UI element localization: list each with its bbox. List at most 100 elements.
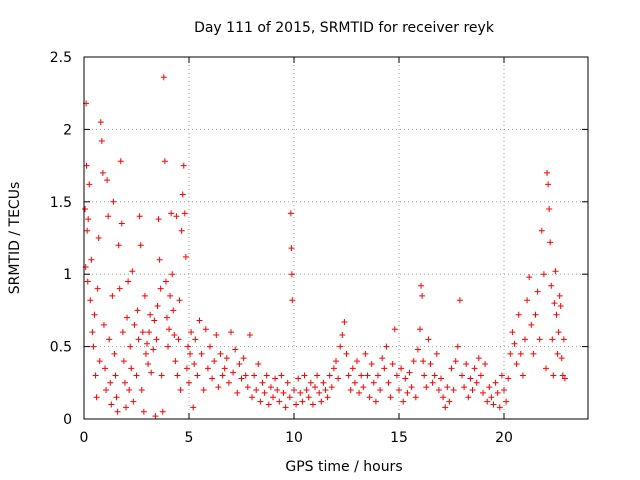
data-point xyxy=(349,365,356,372)
data-point xyxy=(110,198,117,205)
data-point xyxy=(448,365,455,372)
x-tick-label: 10 xyxy=(285,430,303,446)
data-point xyxy=(377,387,384,394)
data-point xyxy=(162,278,169,285)
y-tick-label: 1 xyxy=(63,267,72,283)
data-point xyxy=(524,297,531,304)
data-point xyxy=(383,343,390,350)
data-point xyxy=(551,300,558,307)
data-point xyxy=(84,278,91,285)
plot-frame xyxy=(83,56,589,420)
y-tick-label: 1.5 xyxy=(50,195,72,211)
data-point xyxy=(202,326,209,333)
data-point xyxy=(368,360,375,367)
data-point xyxy=(200,387,207,394)
data-point xyxy=(257,398,264,405)
data-point xyxy=(412,394,419,401)
data-point xyxy=(151,317,158,324)
data-point xyxy=(419,292,426,299)
data-point xyxy=(555,329,562,336)
data-point xyxy=(267,384,274,391)
data-point xyxy=(526,274,533,281)
data-point xyxy=(312,384,318,391)
grid-lines xyxy=(84,57,588,419)
data-point xyxy=(178,227,185,234)
data-point xyxy=(544,169,551,176)
data-point xyxy=(471,365,478,372)
x-tick-label: 5 xyxy=(185,430,194,446)
data-point xyxy=(522,336,528,343)
data-point xyxy=(91,311,98,318)
data-point xyxy=(517,350,524,357)
data-point xyxy=(182,253,189,260)
data-point xyxy=(121,379,128,386)
data-point xyxy=(366,394,373,401)
data-point xyxy=(119,329,126,336)
data-point xyxy=(176,297,183,304)
data-point xyxy=(127,343,134,350)
data-point xyxy=(477,372,484,379)
data-point xyxy=(467,375,474,382)
data-point xyxy=(180,162,187,169)
data-point xyxy=(490,401,497,408)
data-point xyxy=(251,372,258,379)
data-point xyxy=(234,389,241,396)
data-point xyxy=(209,375,216,382)
data-point xyxy=(375,372,381,379)
data-point xyxy=(364,372,371,379)
data-point xyxy=(379,355,386,362)
data-point xyxy=(207,343,213,350)
axis-ticks: 0 5 10 15 20 0 0.5 1 1.5 2 2.5 xyxy=(50,50,588,446)
data-point xyxy=(120,358,127,365)
data-point xyxy=(330,365,337,372)
data-point xyxy=(124,314,131,321)
data-point xyxy=(139,329,146,336)
data-point xyxy=(244,384,251,391)
data-point xyxy=(305,394,312,401)
data-point xyxy=(475,355,482,362)
x-tick-label: 0 xyxy=(80,430,89,446)
data-point xyxy=(249,394,255,401)
data-point xyxy=(270,394,276,401)
data-point xyxy=(125,278,132,285)
data-point xyxy=(507,350,514,357)
data-point xyxy=(116,285,123,292)
data-point xyxy=(276,398,283,405)
data-point xyxy=(169,271,176,278)
data-point xyxy=(404,389,411,396)
data-point xyxy=(402,375,409,382)
data-point xyxy=(454,343,461,350)
data-point xyxy=(452,358,459,365)
data-point xyxy=(503,398,510,405)
data-point xyxy=(144,340,150,347)
data-point xyxy=(109,292,116,299)
data-point xyxy=(106,336,113,343)
data-point xyxy=(427,360,434,367)
data-point xyxy=(141,292,148,299)
data-point xyxy=(93,394,100,401)
data-point xyxy=(173,213,180,220)
data-point xyxy=(130,398,137,405)
data-point xyxy=(133,372,140,379)
data-point xyxy=(519,372,526,379)
data-point xyxy=(165,343,171,350)
data-point xyxy=(288,245,295,252)
data-point xyxy=(168,210,175,217)
data-point xyxy=(213,332,220,339)
data-point xyxy=(438,375,444,382)
data-point xyxy=(190,404,197,411)
data-point xyxy=(314,372,321,379)
data-point xyxy=(492,379,499,386)
data-point xyxy=(540,271,547,278)
y-tick-label: 2.5 xyxy=(50,50,72,66)
data-point xyxy=(420,358,427,365)
data-point xyxy=(221,365,228,372)
data-point xyxy=(459,372,465,379)
data-point xyxy=(113,394,120,401)
data-point xyxy=(161,158,168,165)
data-point xyxy=(496,404,503,411)
data-point xyxy=(543,365,549,372)
data-point xyxy=(473,379,480,386)
data-point xyxy=(128,365,135,372)
data-point xyxy=(85,216,92,223)
